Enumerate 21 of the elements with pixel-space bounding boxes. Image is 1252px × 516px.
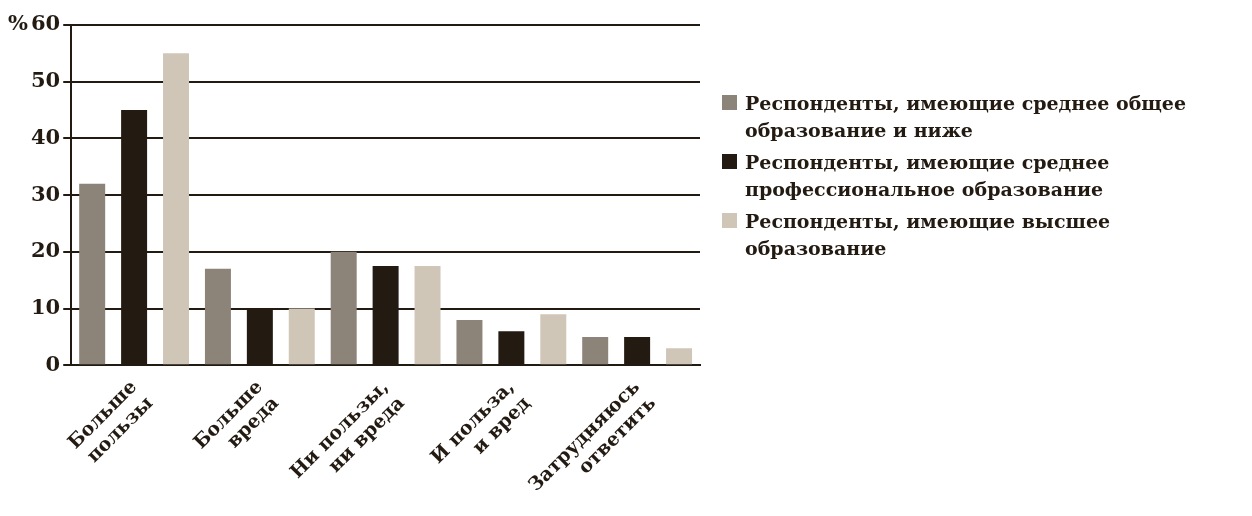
bar (288, 308, 315, 365)
y-tick-label: 40 (30, 123, 61, 149)
bar (666, 348, 693, 365)
bar (163, 53, 190, 365)
bar (456, 319, 483, 365)
bar (414, 266, 441, 365)
y-tick-label: 50 (30, 67, 61, 93)
bar (582, 336, 609, 365)
bar (540, 314, 567, 365)
legend-label: Респонденты, имеющие среднее общее образование и ниже (745, 91, 1188, 143)
y-tick-label: 10 (30, 294, 61, 319)
y-tick-label: 20 (30, 237, 61, 263)
legend-label: Респонденты, имеющие высшее образование (745, 209, 1112, 261)
legend-label: Респонденты, имеющие среднее профессиональное образование (745, 150, 1111, 202)
bar (79, 183, 106, 365)
y-tick-label: 30 (30, 180, 61, 206)
bar (204, 268, 231, 365)
bar (330, 251, 357, 365)
y-axis-title: % (8, 10, 28, 36)
y-tick-label: 60 (30, 10, 61, 36)
y-tick-label: 0 (45, 350, 61, 376)
